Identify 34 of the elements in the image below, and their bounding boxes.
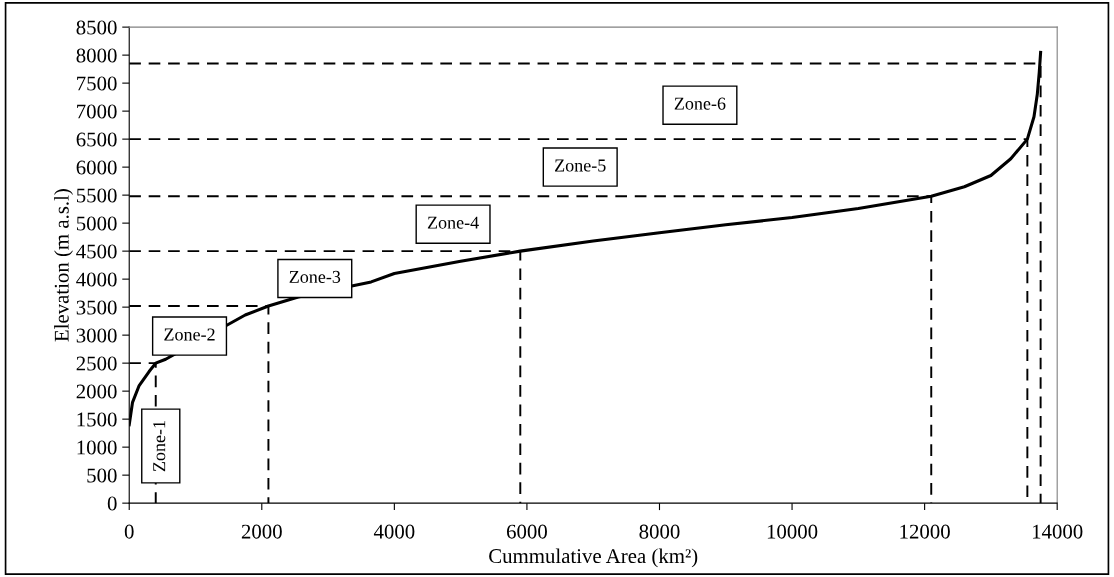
- x-axis-title: Cummulative Area (km²): [489, 548, 698, 568]
- y-tick-label: 6000: [76, 160, 117, 175]
- x-tick-label: 8000: [639, 524, 680, 539]
- y-tick-label: 4500: [76, 244, 117, 259]
- annotation: Zone-4: [427, 216, 479, 229]
- x-tick-label: 0: [124, 524, 134, 539]
- y-tick-label: 7000: [77, 104, 117, 119]
- annotation: Zone-2: [164, 328, 215, 341]
- x-tick-label: 12000: [900, 524, 950, 539]
- y-tick-label: 4000: [76, 272, 117, 287]
- annotation: Zone-6: [674, 97, 726, 110]
- y-tick-label: 1500: [77, 412, 117, 427]
- y-tick-label: 500: [87, 468, 117, 483]
- y-tick-label: 0: [107, 496, 117, 511]
- x-tick-label: 4000: [373, 524, 415, 539]
- y-tick-label: 3500: [76, 300, 117, 315]
- y-tick-label: 6500: [76, 132, 117, 147]
- y-tick-label: 3000: [76, 328, 117, 343]
- y-tick-label: 8500: [76, 20, 117, 35]
- x-tick-label: 10000: [767, 524, 818, 539]
- x-tick-label: 14000: [1032, 524, 1083, 539]
- y-tick-label: 5500: [76, 188, 117, 203]
- y-tick-label: 8000: [76, 48, 117, 63]
- y-tick-label: 5000: [76, 216, 117, 231]
- y-tick-label: 2500: [76, 356, 117, 371]
- x-tick-label: 2000: [241, 524, 282, 539]
- annotation: Zone-5: [555, 159, 606, 172]
- y-tick-label: 1000: [77, 440, 117, 455]
- y-tick-label: 2000: [76, 384, 117, 399]
- y-tick-label: 7500: [77, 76, 117, 91]
- annotation: Zone-3: [289, 270, 341, 283]
- y-axis-title: Elevation (m a.s.l): [54, 189, 73, 342]
- annotation: Zone-1: [153, 421, 166, 472]
- x-tick-label: 6000: [506, 524, 547, 539]
